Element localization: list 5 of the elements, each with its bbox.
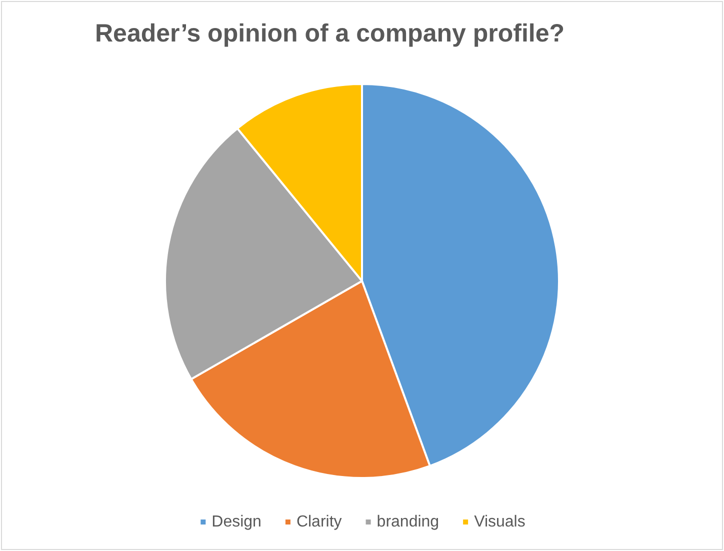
legend-label: Visuals <box>474 514 526 530</box>
chart-title: Reader’s opinion of a company profile? <box>95 20 565 48</box>
legend-label: branding <box>376 514 440 530</box>
legend-label: Design <box>212 514 262 530</box>
legend-label: Clarity <box>296 514 342 530</box>
